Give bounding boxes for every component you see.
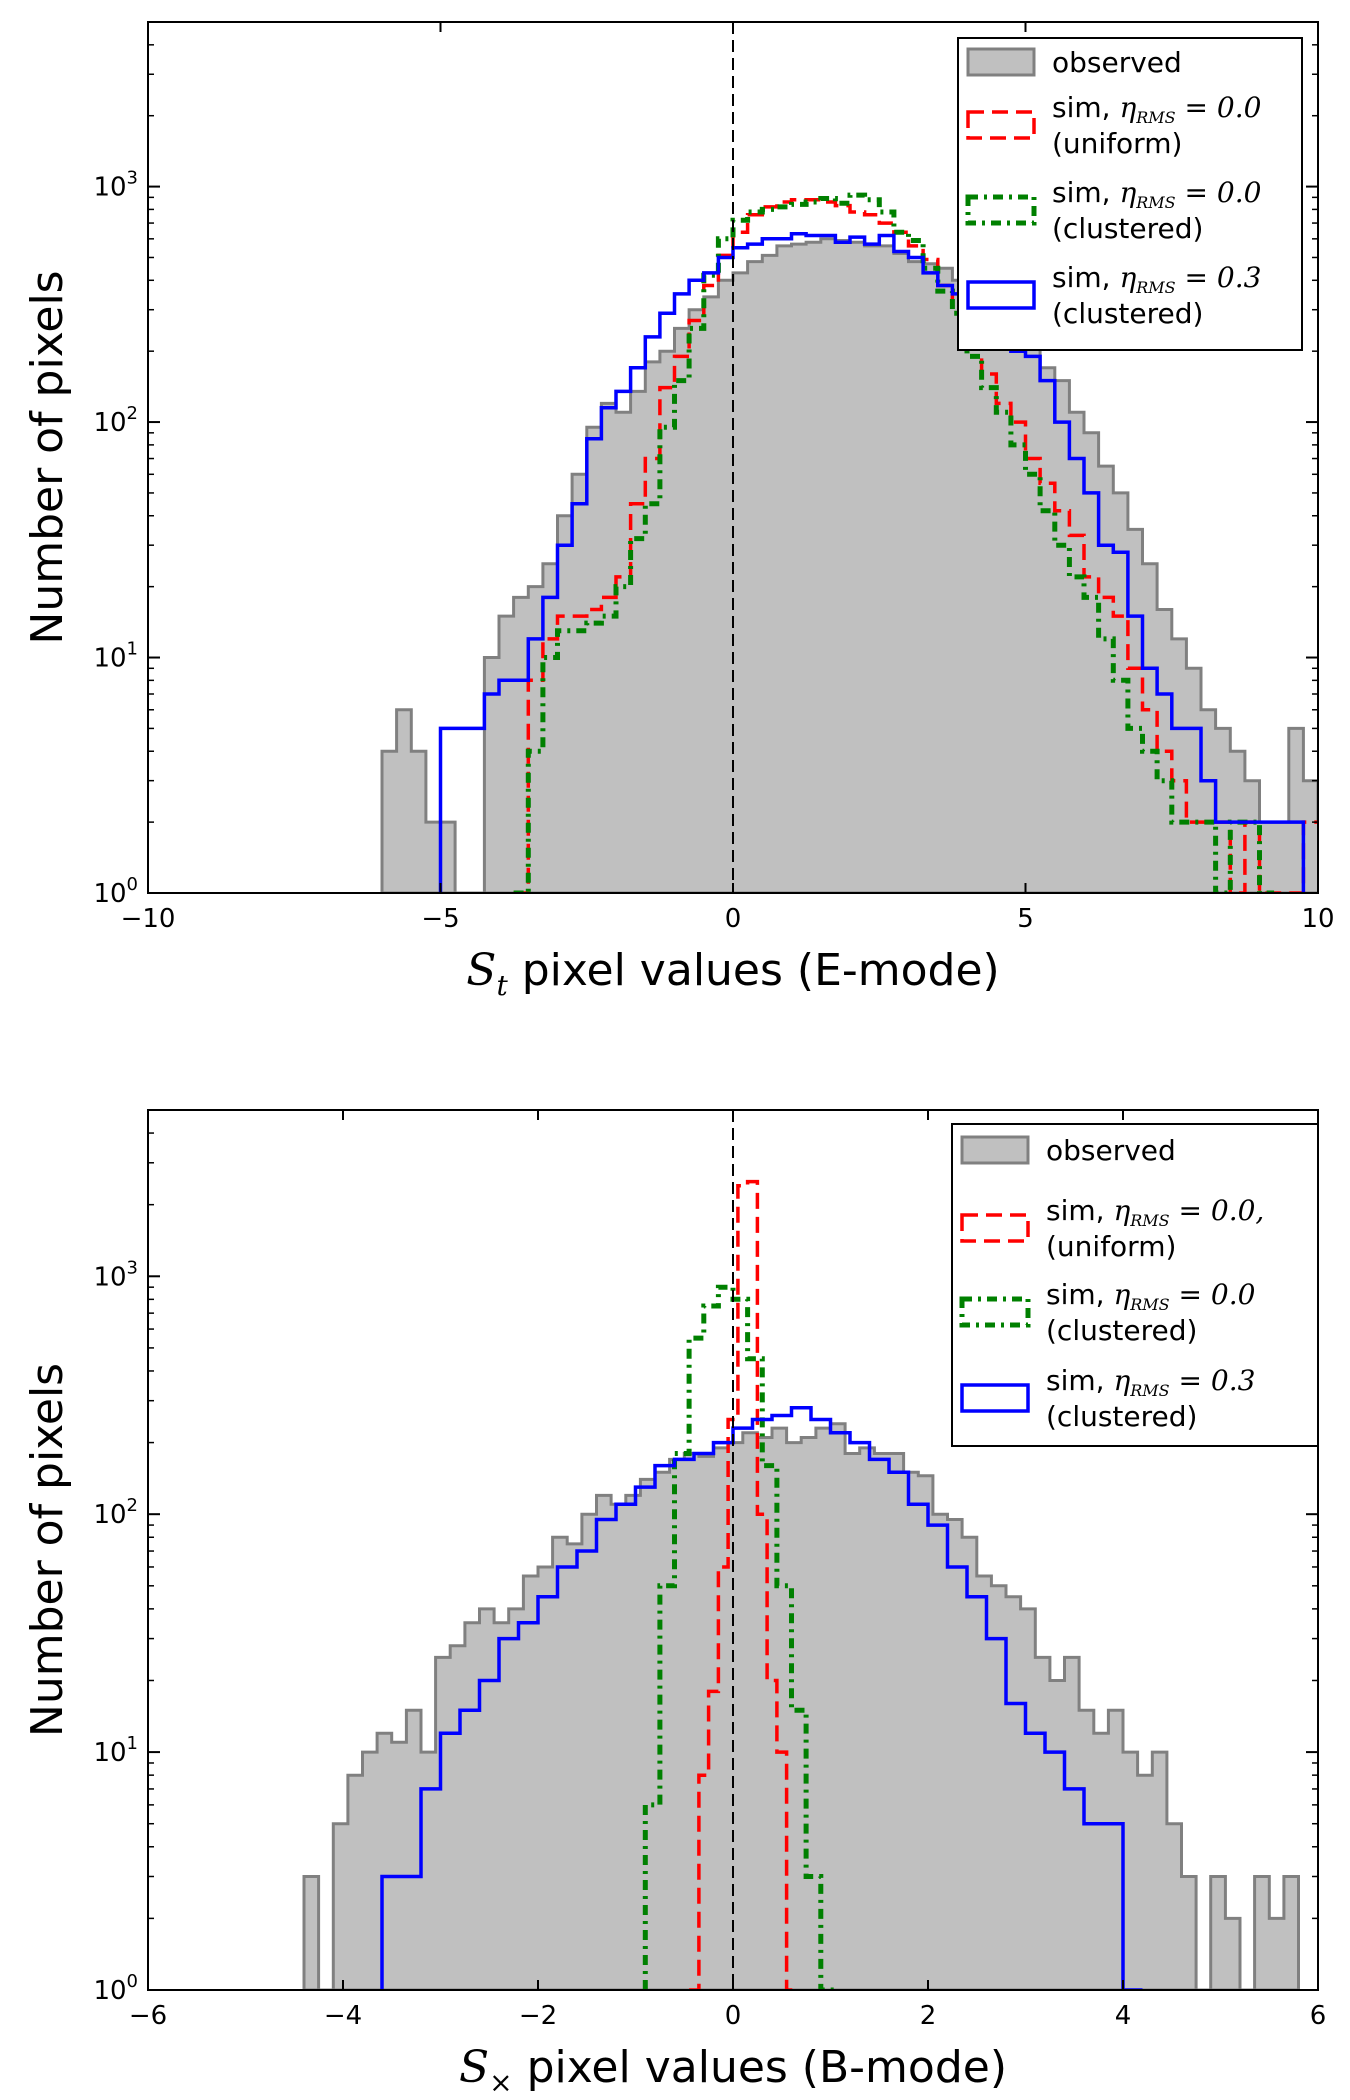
x-tick-label: −4	[324, 2001, 362, 2031]
x-axis-label: St pixel values (E-mode)	[466, 945, 999, 1002]
top-histogram-e-mode: −10 −5 0 5 10 100 101 102 103 Number of pixels St …	[22, 21, 1335, 1002]
x-tick-label: 10	[1301, 904, 1334, 934]
legend-label-3-line2: (clustered)	[1052, 297, 1203, 330]
legend: observed sim, ηRMS = 0.0,(uniform) sim, ηR…	[951, 1123, 1319, 1447]
plot-area	[302, 1179, 1300, 1990]
x-axis-label: S× pixel values (B-mode)	[459, 2042, 1007, 2099]
legend-box	[951, 1123, 1319, 1447]
legend-label-0: observed	[1052, 46, 1182, 79]
y-tick-label: 100	[93, 874, 138, 909]
legend-label-3: sim, ηRMS = 0.3	[1046, 1364, 1255, 1400]
y-axis-label: Number of pixels	[22, 1363, 73, 1737]
legend-label-2: sim, ηRMS = 0.0	[1052, 176, 1261, 212]
x-tick-label: −6	[129, 2001, 167, 2031]
y-tick-label: 101	[93, 639, 138, 674]
plot-area	[380, 192, 1318, 893]
legend-handle-3	[960, 1383, 1030, 1413]
legend-handle-0	[960, 1135, 1030, 1165]
legend-label-2-line2: (clustered)	[1046, 1314, 1197, 1347]
legend-label-3-line2: (clustered)	[1046, 1400, 1197, 1433]
series-3-step	[380, 1406, 1143, 1990]
series-3-step	[438, 232, 1306, 893]
legend-label-1-line2: (uniform)	[1046, 1230, 1176, 1263]
legend-handle-2	[965, 194, 1037, 226]
y-tick-label: 103	[93, 168, 138, 203]
x-tick-label: −10	[121, 904, 176, 934]
legend-label-2-line2: (clustered)	[1052, 212, 1203, 245]
legend-label-1-line2: (uniform)	[1052, 127, 1182, 160]
y-tick-label: 103	[93, 1257, 138, 1292]
series-1-step	[689, 1179, 797, 1990]
legend-label-1: sim, ηRMS = 0.0	[1052, 91, 1261, 127]
bottom-histogram-b-mode: −6 −4 −2 0 2 4 6 100 101 102 103 Number of pixels S×…	[22, 1109, 1327, 2099]
legend-label-2: sim, ηRMS = 0.0	[1046, 1278, 1255, 1314]
y-tick-label: 102	[93, 403, 138, 438]
series-2-step	[513, 192, 1275, 893]
x-tick-label: 6	[1310, 2001, 1327, 2031]
legend-label-1: sim, ηRMS = 0.0,	[1046, 1194, 1264, 1230]
y-tick-label: 100	[93, 1971, 138, 2006]
legend-box	[957, 37, 1303, 351]
y-tick-label: 102	[93, 1495, 138, 1530]
legend-label-3: sim, ηRMS = 0.3	[1052, 261, 1261, 297]
y-axis-label: Number of pixels	[22, 270, 73, 644]
series-0-step	[302, 1422, 1300, 1990]
legend-handle-2	[959, 1296, 1031, 1328]
legend-handle-3	[966, 280, 1036, 310]
legend-label-0: observed	[1046, 1134, 1176, 1167]
legend-handle-1	[960, 1213, 1030, 1243]
legend-handle-1	[966, 110, 1036, 140]
y-tick-label: 101	[93, 1733, 138, 1768]
x-tick-label: −5	[421, 904, 459, 934]
x-tick-label: −2	[519, 2001, 557, 2031]
x-tick-label: 2	[920, 2001, 937, 2031]
legend-handle-0	[966, 47, 1036, 77]
x-tick-label: 4	[1115, 2001, 1132, 2031]
x-tick-label: 0	[725, 2001, 742, 2031]
x-tick-label: 5	[1017, 904, 1034, 934]
x-tick-label: 0	[725, 904, 742, 934]
